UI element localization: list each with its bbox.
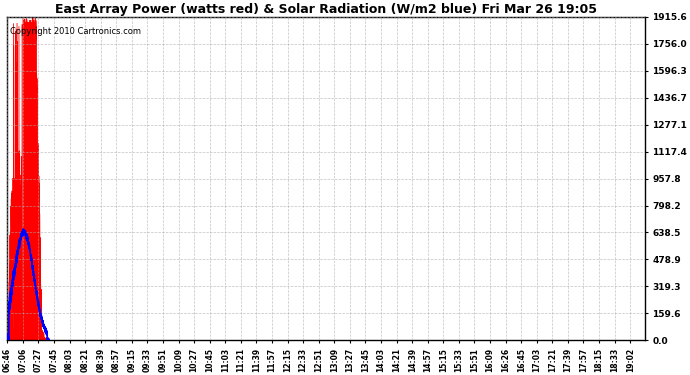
Text: Copyright 2010 Cartronics.com: Copyright 2010 Cartronics.com bbox=[10, 27, 141, 36]
Title: East Array Power (watts red) & Solar Radiation (W/m2 blue) Fri Mar 26 19:05: East Array Power (watts red) & Solar Rad… bbox=[55, 3, 597, 16]
